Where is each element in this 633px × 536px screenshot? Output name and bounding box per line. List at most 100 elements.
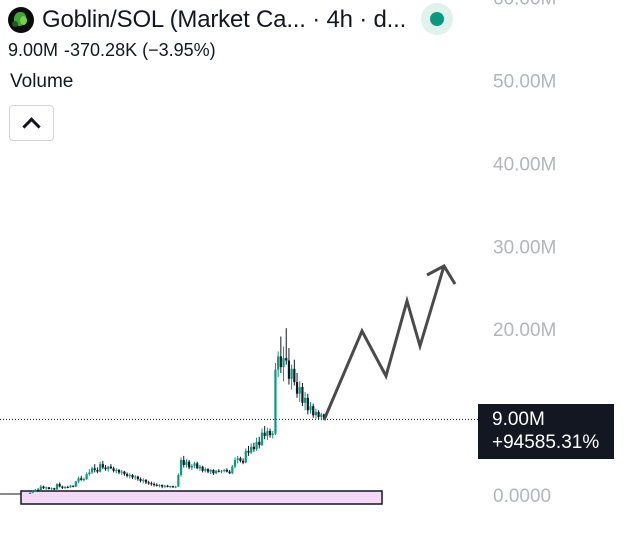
candle-body [228, 471, 231, 474]
candle-body [39, 486, 42, 491]
drawing-rectangle [20, 490, 383, 505]
candle-body [177, 474, 180, 487]
candle-body [312, 406, 315, 416]
goblin-token-icon [8, 7, 34, 33]
candle-body [185, 461, 188, 465]
candle-body [301, 387, 304, 403]
candle-body [61, 486, 64, 488]
candle-body [277, 356, 280, 370]
candle-body [258, 441, 261, 446]
candle-body [212, 469, 215, 474]
candle-body [263, 432, 266, 436]
chevron-up-icon [22, 116, 41, 136]
candle-body [28, 492, 32, 494]
candle-body [96, 469, 99, 472]
candle-body [206, 469, 210, 472]
candle-body [252, 446, 255, 450]
candle-body [285, 358, 288, 361]
y-axis-tick-label: 30.00M [493, 237, 556, 258]
last-price-change: +94585.31% [492, 432, 600, 453]
candle-body [182, 460, 185, 465]
candle-body [179, 460, 183, 475]
candle-body [314, 411, 318, 416]
candle-body [72, 485, 75, 487]
last-change: -370.28K (−3.95%) [64, 40, 216, 60]
candle-body [298, 387, 301, 394]
symbol-title[interactable]: Goblin/SOL (Market Ca... · 4h · d... [42, 6, 407, 33]
ohlc-values: 9.00M -370.28K (−3.95%) [8, 40, 216, 61]
last-price-value: 9.00M [492, 409, 545, 430]
candle-body [196, 463, 199, 469]
candle-body [274, 369, 277, 434]
candle-body [161, 484, 164, 487]
forecast-path-drawing [322, 265, 446, 421]
candle-body [55, 484, 59, 490]
candle-body [236, 458, 239, 461]
candle-body [250, 446, 253, 453]
candle-body [63, 486, 67, 488]
candle-body [290, 368, 293, 379]
candle-body [320, 414, 323, 417]
candle-body [271, 433, 274, 436]
candle-body [204, 469, 207, 471]
candle-body [268, 430, 272, 436]
last-price-label: 9.00M +94585.31% [478, 404, 614, 459]
candle-body [317, 411, 320, 417]
candle-body [225, 469, 228, 472]
y-axis-tick-label: 0.0000 [493, 486, 551, 507]
candle-body [190, 465, 193, 468]
candle-body [295, 382, 299, 394]
candle-body [279, 356, 282, 368]
candle-body [126, 474, 129, 476]
candle-body [99, 464, 102, 472]
candle-body [123, 471, 126, 475]
candle-body [304, 397, 307, 403]
candle-body [31, 491, 34, 493]
candle-body [128, 474, 131, 476]
candle-body [255, 441, 258, 450]
candle-body [74, 481, 77, 487]
candle-body [198, 466, 202, 469]
candle-body [109, 466, 113, 469]
candle-body [209, 469, 212, 472]
candle-body [50, 488, 53, 490]
candle-body [34, 489, 37, 492]
candle-body [223, 469, 226, 471]
candle-body [169, 486, 172, 488]
candle-body [220, 470, 223, 472]
candle-body [233, 460, 237, 467]
candle-body [174, 486, 177, 488]
candle-body [231, 466, 234, 474]
candle-body [82, 479, 86, 481]
candle-body [293, 368, 296, 383]
candle-body [150, 483, 153, 485]
forecast-arrowhead [426, 264, 457, 285]
y-axis-tick-label: 50.00M [493, 72, 556, 93]
candle-body [85, 474, 88, 480]
candle-body [134, 476, 137, 478]
candle-body [117, 469, 121, 473]
candle-body [152, 484, 156, 486]
candle-body [155, 484, 158, 486]
candle-body [201, 466, 204, 471]
candle-body [244, 450, 247, 463]
candle-body [90, 468, 94, 473]
candle-body [247, 450, 250, 453]
candle-body [260, 432, 264, 446]
candle-body [120, 471, 123, 473]
candle-body [131, 474, 134, 478]
candle-body [147, 482, 150, 484]
candle-body [239, 458, 242, 461]
y-axis-tick-label: 20.00M [493, 320, 556, 341]
candle-body [104, 467, 107, 470]
candle-body [287, 360, 291, 379]
volume-indicator-label[interactable]: Volume [10, 71, 74, 92]
candle-body [107, 466, 110, 470]
collapse-legend-button[interactable] [9, 105, 54, 141]
candle-body [112, 468, 115, 471]
candle-body [136, 476, 139, 480]
market-status-indicator[interactable] [421, 3, 453, 35]
candle-body [93, 468, 96, 470]
candle-body [188, 461, 191, 468]
